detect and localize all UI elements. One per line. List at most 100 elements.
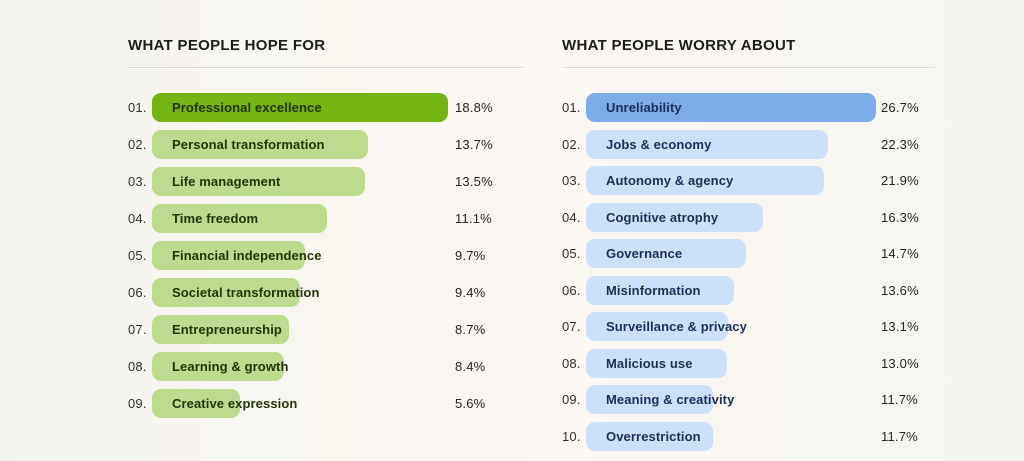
bar-category-label: Life management (172, 174, 281, 189)
bar-track: Financial independence (152, 241, 455, 270)
chart-row: 09. Creative expression 5.6% (128, 389, 523, 418)
chart-row: 01. Unreliability 26.7% (562, 93, 935, 122)
chart-row: 08. Malicious use 13.0% (562, 348, 935, 378)
bar-track: Societal transformation (152, 278, 455, 307)
bar: Learning & growth (152, 352, 288, 381)
chart-row: 05. Governance 14.7% (562, 239, 935, 268)
bar-track: Professional excellence (152, 93, 455, 122)
bar-category-label: Personal transformation (172, 137, 325, 152)
bar-track: Surveillance & privacy (586, 312, 881, 341)
worry-chart: WHAT PEOPLE WORRY ABOUT 01. Unreliability… (562, 37, 935, 451)
bar-track: Governance (586, 239, 881, 268)
bar-category-label: Unreliability (606, 100, 682, 115)
hope-chart-rows: 01. Professional excellence 18.8% 02. Person… (128, 93, 523, 418)
bar-category-label: Surveillance & privacy (606, 319, 747, 334)
bar-category-label: Financial independence (172, 248, 322, 263)
bar: Professional excellence (152, 93, 448, 122)
rank-label: 05. (128, 248, 147, 263)
rank-label: 09. (562, 392, 581, 407)
bar-category-label: Learning & growth (172, 359, 289, 374)
bar-category-label: Entrepreneurship (172, 322, 282, 337)
bar-category-label: Cognitive atrophy (606, 209, 719, 225)
rank-label: 01. (562, 100, 581, 115)
bar-track: Autonomy & agency (586, 166, 881, 195)
bar-track: Malicious use (586, 348, 881, 378)
bar-track: Creative expression (152, 389, 455, 418)
bar-category-label: Professional excellence (172, 100, 322, 115)
bar-category-label: Jobs & economy (606, 136, 712, 152)
chart-row: 04. Cognitive atrophy 16.3% (562, 202, 935, 232)
chart-row: 02. Personal transformation 13.7% (128, 130, 523, 159)
bar: Financial independence (152, 241, 321, 270)
chart-row: 08. Learning & growth 8.4% (128, 352, 523, 381)
chart-row: 07. Entrepreneurship 8.7% (128, 315, 523, 344)
bar-track: Life management (152, 167, 455, 196)
bar: Cognitive atrophy (586, 202, 763, 232)
hope-chart-title: WHAT PEOPLE HOPE FOR (128, 37, 326, 54)
value-label: 11.1% (455, 211, 492, 226)
bar: Meaning & creativity (586, 385, 734, 414)
bar-track: Overrestriction (586, 421, 881, 451)
rank-label: 08. (562, 355, 581, 371)
bar-track: Personal transformation (152, 130, 455, 159)
bar-track: Entrepreneurship (152, 315, 455, 344)
rank-label: 01. (128, 100, 147, 115)
value-label: 8.4% (455, 359, 486, 374)
rank-label: 03. (562, 173, 581, 188)
chart-row: 05. Financial independence 9.7% (128, 241, 523, 270)
rank-label: 07. (128, 322, 147, 337)
rank-label: 06. (128, 285, 147, 300)
bar-category-label: Malicious use (606, 355, 693, 371)
chart-row: 03. Life management 13.5% (128, 167, 523, 196)
value-label: 11.7% (881, 428, 918, 444)
bar-track: Misinformation (586, 275, 881, 305)
bar-track: Cognitive atrophy (586, 202, 881, 232)
value-label: 13.7% (455, 137, 493, 152)
value-label: 14.7% (881, 246, 919, 261)
bar: Entrepreneurship (152, 315, 289, 344)
value-label: 22.3% (881, 136, 919, 152)
value-label: 13.1% (881, 319, 919, 334)
bar: Time freedom (152, 204, 327, 233)
value-label: 26.7% (881, 100, 919, 115)
rank-label: 05. (562, 246, 581, 261)
value-label: 8.7% (455, 322, 486, 337)
bar-track: Meaning & creativity (586, 385, 881, 414)
bar: Unreliability (586, 93, 876, 122)
bar: Governance (586, 239, 746, 268)
chart-row: 02. Jobs & economy 22.3% (562, 129, 935, 159)
chart-row: 01. Professional excellence 18.8% (128, 93, 523, 122)
rank-label: 06. (562, 282, 581, 298)
chart-row: 04. Time freedom 11.1% (128, 204, 523, 233)
value-label: 11.7% (881, 392, 918, 407)
rank-label: 02. (562, 136, 581, 152)
rank-label: 10. (562, 428, 581, 444)
chart-row: 07. Surveillance & privacy 13.1% (562, 312, 935, 341)
rank-label: 09. (128, 396, 147, 411)
worry-chart-rows: 01. Unreliability 26.7% 02. Jobs & economy 22… (562, 93, 935, 451)
value-label: 16.3% (881, 209, 919, 225)
bar: Societal transformation (152, 278, 319, 307)
bar: Life management (152, 167, 365, 196)
bar-category-label: Meaning & creativity (606, 392, 735, 407)
rank-label: 08. (128, 359, 147, 374)
chart-row: 06. Societal transformation 9.4% (128, 278, 523, 307)
value-label: 5.6% (455, 396, 486, 411)
bar: Misinformation (586, 275, 734, 305)
value-label: 9.7% (455, 248, 486, 263)
chart-row: 06. Misinformation 13.6% (562, 275, 935, 305)
bar: Creative expression (152, 389, 297, 418)
rank-label: 03. (128, 174, 147, 189)
rank-label: 04. (128, 211, 147, 226)
bar-category-label: Autonomy & agency (606, 173, 734, 188)
rank-label: 07. (562, 319, 581, 334)
value-label: 13.0% (881, 355, 919, 371)
value-label: 9.4% (455, 285, 486, 300)
bar-track: Learning & growth (152, 352, 455, 381)
value-label: 13.6% (881, 282, 919, 298)
hope-chart: WHAT PEOPLE HOPE FOR 01. Professional exc… (128, 37, 523, 418)
bar-track: Time freedom (152, 204, 455, 233)
chart-row: 09. Meaning & creativity 11.7% (562, 385, 935, 414)
worry-chart-divider (562, 67, 935, 68)
rank-label: 04. (562, 209, 581, 225)
